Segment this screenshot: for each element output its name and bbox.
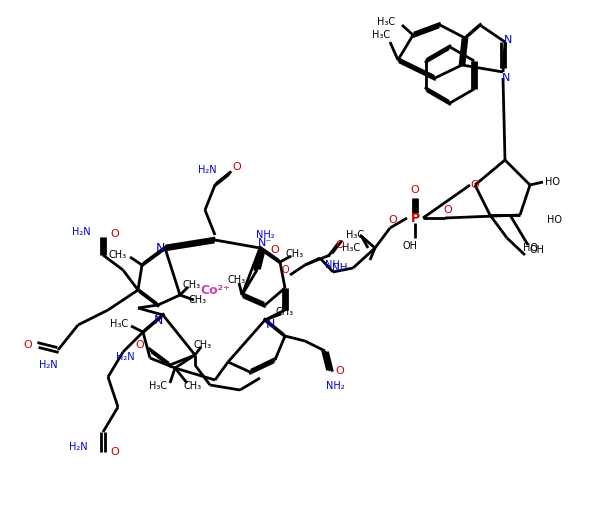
- Text: N: N: [154, 314, 163, 326]
- Text: O: O: [233, 162, 241, 172]
- Text: O: O: [335, 240, 344, 250]
- Text: H₂N: H₂N: [197, 165, 217, 175]
- Text: O: O: [110, 229, 119, 239]
- Text: CH₃: CH₃: [276, 307, 294, 317]
- Text: NH₂: NH₂: [256, 230, 274, 240]
- Text: O: O: [335, 366, 344, 376]
- Text: CH₃: CH₃: [183, 280, 201, 290]
- Text: NH: NH: [332, 263, 348, 273]
- Text: P: P: [410, 212, 419, 224]
- Text: H₃C: H₃C: [149, 381, 167, 391]
- Text: CH₃: CH₃: [184, 381, 202, 391]
- Text: O: O: [271, 245, 280, 255]
- Text: O: O: [470, 180, 479, 190]
- Text: O: O: [389, 215, 397, 225]
- Text: N: N: [265, 319, 275, 331]
- Text: OH: OH: [403, 241, 418, 251]
- Text: O: O: [443, 205, 452, 215]
- Text: H₃C: H₃C: [110, 319, 128, 329]
- Text: O: O: [110, 447, 119, 457]
- Text: H₃C: H₃C: [346, 230, 364, 240]
- Text: CH₃: CH₃: [109, 250, 127, 260]
- Text: H₂N: H₂N: [116, 352, 135, 362]
- Text: O: O: [136, 340, 145, 350]
- Text: O: O: [23, 340, 32, 350]
- Text: CH₃: CH₃: [189, 295, 207, 305]
- Text: H₃C: H₃C: [377, 17, 395, 27]
- Text: H₂N: H₂N: [38, 360, 58, 370]
- Text: OH: OH: [530, 245, 545, 255]
- Text: H₃C: H₃C: [342, 243, 360, 253]
- Text: N: N: [155, 241, 164, 254]
- Text: HO: HO: [545, 177, 560, 187]
- Text: O: O: [281, 265, 289, 275]
- Text: N: N: [504, 35, 512, 45]
- Text: H₂N: H₂N: [73, 227, 91, 237]
- Text: H₃C: H₃C: [372, 30, 390, 40]
- Text: CH₃: CH₃: [228, 275, 246, 285]
- Text: O: O: [410, 185, 419, 195]
- Text: CH₃: CH₃: [286, 249, 304, 259]
- Text: HO: HO: [523, 243, 538, 253]
- Text: NH: NH: [325, 260, 340, 270]
- Text: Co²⁺: Co²⁺: [200, 284, 230, 297]
- Text: NH₂: NH₂: [326, 381, 344, 391]
- Text: N⁻: N⁻: [258, 238, 272, 248]
- Text: HO: HO: [548, 215, 563, 225]
- Text: CH₃: CH₃: [194, 340, 212, 350]
- Text: N: N: [502, 73, 510, 83]
- Text: H₂N: H₂N: [70, 442, 88, 452]
